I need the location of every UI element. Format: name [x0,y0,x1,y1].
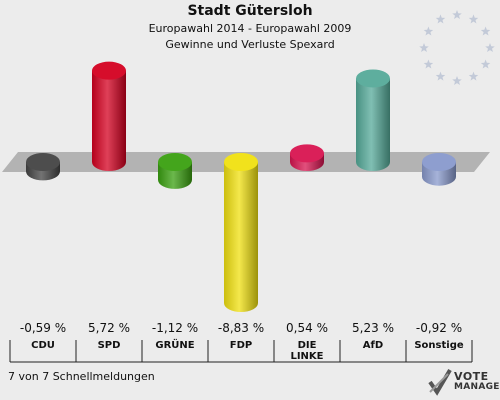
eu-star [485,43,495,53]
value-label: -1,12 % [152,321,198,335]
bar-4 [224,153,258,312]
bar-1 [26,153,60,181]
eu-star [435,71,446,81]
eu-star [423,26,434,36]
category-label: GRÜNE [155,337,194,351]
vote-manager-logo: VOTE MANAGER [428,366,500,396]
eu-star [480,59,491,69]
value-label: 5,23 % [352,321,394,335]
category-label: FDP [230,340,252,351]
bar-5 [290,144,324,171]
chart-title: Stadt Gütersloh [187,3,313,19]
value-label: -0,92 % [416,321,462,335]
eu-star [468,71,479,81]
category-label: Sonstige [414,340,464,351]
eu-star [452,10,462,20]
logo-text-manager: MANAGER [454,382,500,392]
eu-star [452,76,462,86]
value-label: 5,72 % [88,321,130,335]
eu-star [435,14,446,24]
category-label: CDU [31,340,55,351]
category-label: SPD [98,340,121,351]
bar-2 [92,61,126,171]
eu-star [468,14,479,24]
bar-6 [356,69,390,171]
eu-star [419,43,429,53]
chart-subtitle: Europawahl 2014 - Europawahl 2009 [148,22,352,35]
value-label: -8,83 % [218,321,264,335]
value-label: -0,59 % [20,321,66,335]
chart-subtitle-2: Gewinne und Verluste Spexard [165,38,335,51]
bar-3 [158,153,192,189]
logo-text-vote: VOTE [454,370,489,383]
footer-note: 7 von 7 Schnellmeldungen [8,370,155,383]
category-label: DIE [298,340,317,351]
category-label: AfD [363,340,383,351]
eu-star [423,59,434,69]
eu-star [480,26,491,36]
value-label: 0,54 % [286,321,328,335]
eu-stars-icon [419,10,495,86]
checkmark-icon [428,368,452,396]
bar-7 [422,153,456,186]
category-label: LINKE [290,351,323,362]
